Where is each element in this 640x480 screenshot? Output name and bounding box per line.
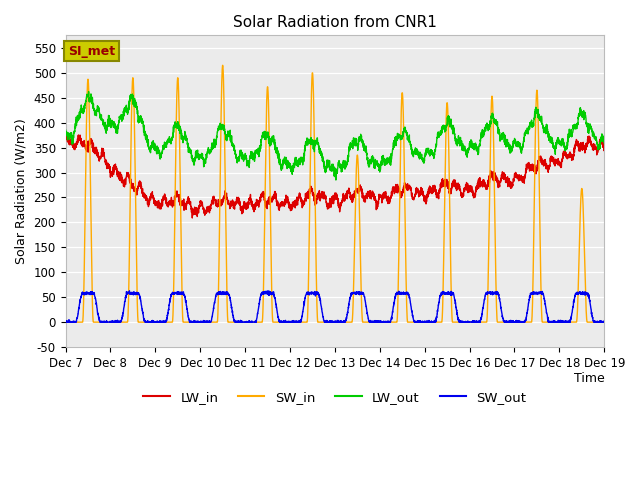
- SW_out: [570, 304, 577, 310]
- Title: Solar Radiation from CNR1: Solar Radiation from CNR1: [233, 15, 437, 30]
- SW_out: [264, 288, 272, 294]
- LW_in: [478, 179, 486, 185]
- LW_in: [365, 192, 373, 197]
- LW_in: [570, 153, 577, 158]
- SW_in: [570, 319, 577, 325]
- LW_in: [600, 145, 608, 151]
- SW_in: [567, 319, 575, 325]
- LW_out: [570, 126, 577, 132]
- LW_out: [568, 129, 575, 134]
- LW_out: [250, 152, 257, 158]
- Text: SI_met: SI_met: [68, 45, 115, 58]
- SW_out: [365, 319, 373, 324]
- Legend: LW_in, SW_in, LW_out, SW_out: LW_in, SW_in, LW_out, SW_out: [138, 385, 532, 409]
- LW_out: [84, 89, 92, 95]
- SW_out: [477, 314, 485, 320]
- SW_in: [600, 319, 608, 325]
- SW_out: [61, 319, 69, 325]
- SW_in: [250, 319, 257, 325]
- LW_in: [568, 153, 575, 158]
- SW_in: [306, 175, 314, 181]
- SW_out: [567, 315, 575, 321]
- SW_out: [306, 290, 314, 296]
- SW_out: [600, 319, 608, 324]
- LW_in: [250, 204, 257, 210]
- Y-axis label: Solar Radiation (W/m2): Solar Radiation (W/m2): [15, 119, 28, 264]
- SW_in: [365, 319, 373, 325]
- Line: SW_out: SW_out: [65, 291, 604, 322]
- Text: Time: Time: [573, 372, 604, 385]
- LW_out: [332, 177, 340, 183]
- LW_out: [600, 141, 608, 146]
- LW_in: [188, 215, 196, 221]
- SW_out: [250, 319, 257, 325]
- Line: LW_in: LW_in: [65, 132, 604, 218]
- Line: LW_out: LW_out: [65, 92, 604, 180]
- LW_in: [307, 187, 314, 193]
- SW_in: [219, 62, 227, 68]
- Line: SW_in: SW_in: [65, 65, 604, 322]
- LW_in: [62, 129, 70, 135]
- LW_out: [478, 135, 486, 141]
- LW_in: [61, 135, 69, 141]
- SW_in: [61, 319, 69, 325]
- LW_out: [306, 139, 314, 145]
- SW_in: [477, 319, 485, 325]
- LW_out: [61, 127, 69, 132]
- LW_out: [365, 164, 373, 169]
